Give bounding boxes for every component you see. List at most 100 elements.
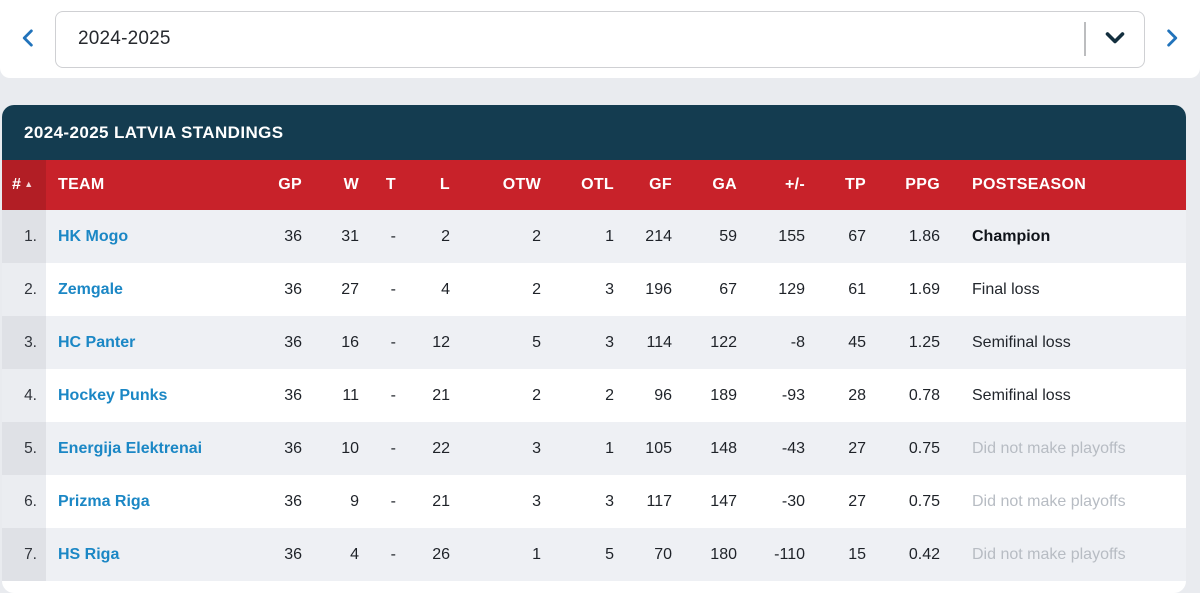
gf-cell: 214 xyxy=(624,210,682,263)
team-link[interactable]: Prizma Riga xyxy=(58,492,150,510)
l-cell: 26 xyxy=(406,528,460,581)
column-header-team[interactable]: TEAM xyxy=(46,160,247,210)
team-link[interactable]: Zemgale xyxy=(58,280,123,298)
ppg-cell: 0.42 xyxy=(876,528,950,581)
gf-cell: 96 xyxy=(624,369,682,422)
table-row: 3. HC Panter 36 16 - 12 5 3 114 122 -8 4… xyxy=(2,316,1186,369)
standings-title: 2024-2025 LATVIA STANDINGS xyxy=(2,105,1186,160)
diff-cell: -93 xyxy=(747,369,815,422)
team-link[interactable]: HC Panter xyxy=(58,333,136,351)
team-link[interactable]: HS Riga xyxy=(58,545,120,563)
season-selector-bar: 2024-2025 xyxy=(0,0,1200,78)
table-row: 1. HK Mogo 36 31 - 2 2 1 214 59 155 67 1… xyxy=(2,210,1186,263)
otl-cell: 2 xyxy=(551,369,624,422)
l-cell: 21 xyxy=(406,475,460,528)
gp-cell: 36 xyxy=(247,475,312,528)
w-cell: 31 xyxy=(312,210,369,263)
column-header-rank[interactable]: # ▲ xyxy=(2,160,46,210)
otl-cell: 3 xyxy=(551,475,624,528)
column-header-w[interactable]: W xyxy=(312,160,369,210)
t-cell: - xyxy=(369,210,406,263)
t-cell: - xyxy=(369,528,406,581)
ppg-cell: 1.86 xyxy=(876,210,950,263)
column-header-t[interactable]: T xyxy=(369,160,406,210)
column-header-l[interactable]: L xyxy=(406,160,460,210)
w-cell: 9 xyxy=(312,475,369,528)
column-header-otw[interactable]: OTW xyxy=(460,160,551,210)
gp-cell: 36 xyxy=(247,422,312,475)
season-dropdown-toggle[interactable] xyxy=(1086,12,1144,67)
ga-cell: 189 xyxy=(682,369,747,422)
ppg-cell: 0.75 xyxy=(876,422,950,475)
otw-cell: 3 xyxy=(460,422,551,475)
gp-cell: 36 xyxy=(247,369,312,422)
postseason-cell: Semifinal loss xyxy=(972,333,1071,351)
table-row: 6. Prizma Riga 36 9 - 21 3 3 117 147 -30… xyxy=(2,475,1186,528)
chevron-right-icon xyxy=(1162,27,1182,52)
standings-card: 2024-2025 LATVIA STANDINGS # ▲ TEAM GP W … xyxy=(2,105,1186,593)
column-header-ppg[interactable]: PPG xyxy=(876,160,950,210)
team-link[interactable]: Energija Elektrenai xyxy=(58,439,203,457)
ga-cell: 67 xyxy=(682,263,747,316)
column-header-gf[interactable]: GF xyxy=(624,160,682,210)
t-cell: - xyxy=(369,316,406,369)
t-cell: - xyxy=(369,369,406,422)
rank-cell: 3. xyxy=(2,316,46,369)
postseason-cell: Final loss xyxy=(972,280,1040,298)
table-row: 4. Hockey Punks 36 11 - 21 2 2 96 189 -9… xyxy=(2,369,1186,422)
column-header-diff[interactable]: +/- xyxy=(747,160,815,210)
gp-cell: 36 xyxy=(247,210,312,263)
diff-cell: -43 xyxy=(747,422,815,475)
next-season-button[interactable] xyxy=(1154,17,1190,61)
column-header-gp[interactable]: GP xyxy=(247,160,312,210)
chevron-left-icon xyxy=(18,27,38,52)
gf-cell: 196 xyxy=(624,263,682,316)
otw-cell: 2 xyxy=(460,263,551,316)
table-row: 5. Energija Elektrenai 36 10 - 22 3 1 10… xyxy=(2,422,1186,475)
gp-cell: 36 xyxy=(247,263,312,316)
gf-cell: 105 xyxy=(624,422,682,475)
standings-table: # ▲ TEAM GP W T L OTW OTL GF GA +/- TP PP… xyxy=(2,160,1186,581)
column-header-ga[interactable]: GA xyxy=(682,160,747,210)
header-row: # ▲ TEAM GP W T L OTW OTL GF GA +/- TP PP… xyxy=(2,160,1186,210)
otl-cell: 5 xyxy=(551,528,624,581)
otl-cell: 3 xyxy=(551,316,624,369)
team-link[interactable]: HK Mogo xyxy=(58,227,129,245)
postseason-cell: Champion xyxy=(972,227,1051,245)
gf-cell: 70 xyxy=(624,528,682,581)
otw-cell: 1 xyxy=(460,528,551,581)
w-cell: 4 xyxy=(312,528,369,581)
diff-cell: -8 xyxy=(747,316,815,369)
season-dropdown[interactable]: 2024-2025 xyxy=(55,10,1145,68)
w-cell: 10 xyxy=(312,422,369,475)
column-header-otl[interactable]: OTL xyxy=(551,160,624,210)
otw-cell: 2 xyxy=(460,210,551,263)
t-cell: - xyxy=(369,422,406,475)
otl-cell: 3 xyxy=(551,263,624,316)
diff-cell: 155 xyxy=(747,210,815,263)
column-header-tp[interactable]: TP xyxy=(815,160,876,210)
season-value: 2024-2025 xyxy=(78,28,171,49)
tp-cell: 27 xyxy=(815,422,876,475)
postseason-cell: Did not make playoffs xyxy=(972,545,1126,563)
gp-cell: 36 xyxy=(247,528,312,581)
rank-cell: 1. xyxy=(2,210,46,263)
otl-cell: 1 xyxy=(551,210,624,263)
ppg-cell: 0.75 xyxy=(876,475,950,528)
otw-cell: 3 xyxy=(460,475,551,528)
diff-cell: -110 xyxy=(747,528,815,581)
rank-cell: 6. xyxy=(2,475,46,528)
column-header-postseason[interactable]: POSTSEASON xyxy=(950,160,1186,210)
ga-cell: 180 xyxy=(682,528,747,581)
t-cell: - xyxy=(369,475,406,528)
rank-cell: 4. xyxy=(2,369,46,422)
postseason-cell: Semifinal loss xyxy=(972,386,1071,404)
gf-cell: 117 xyxy=(624,475,682,528)
rank-cell: 5. xyxy=(2,422,46,475)
prev-season-button[interactable] xyxy=(10,17,46,61)
postseason-cell: Did not make playoffs xyxy=(972,439,1126,457)
tp-cell: 27 xyxy=(815,475,876,528)
team-link[interactable]: Hockey Punks xyxy=(58,386,168,404)
otw-cell: 5 xyxy=(460,316,551,369)
tp-cell: 45 xyxy=(815,316,876,369)
